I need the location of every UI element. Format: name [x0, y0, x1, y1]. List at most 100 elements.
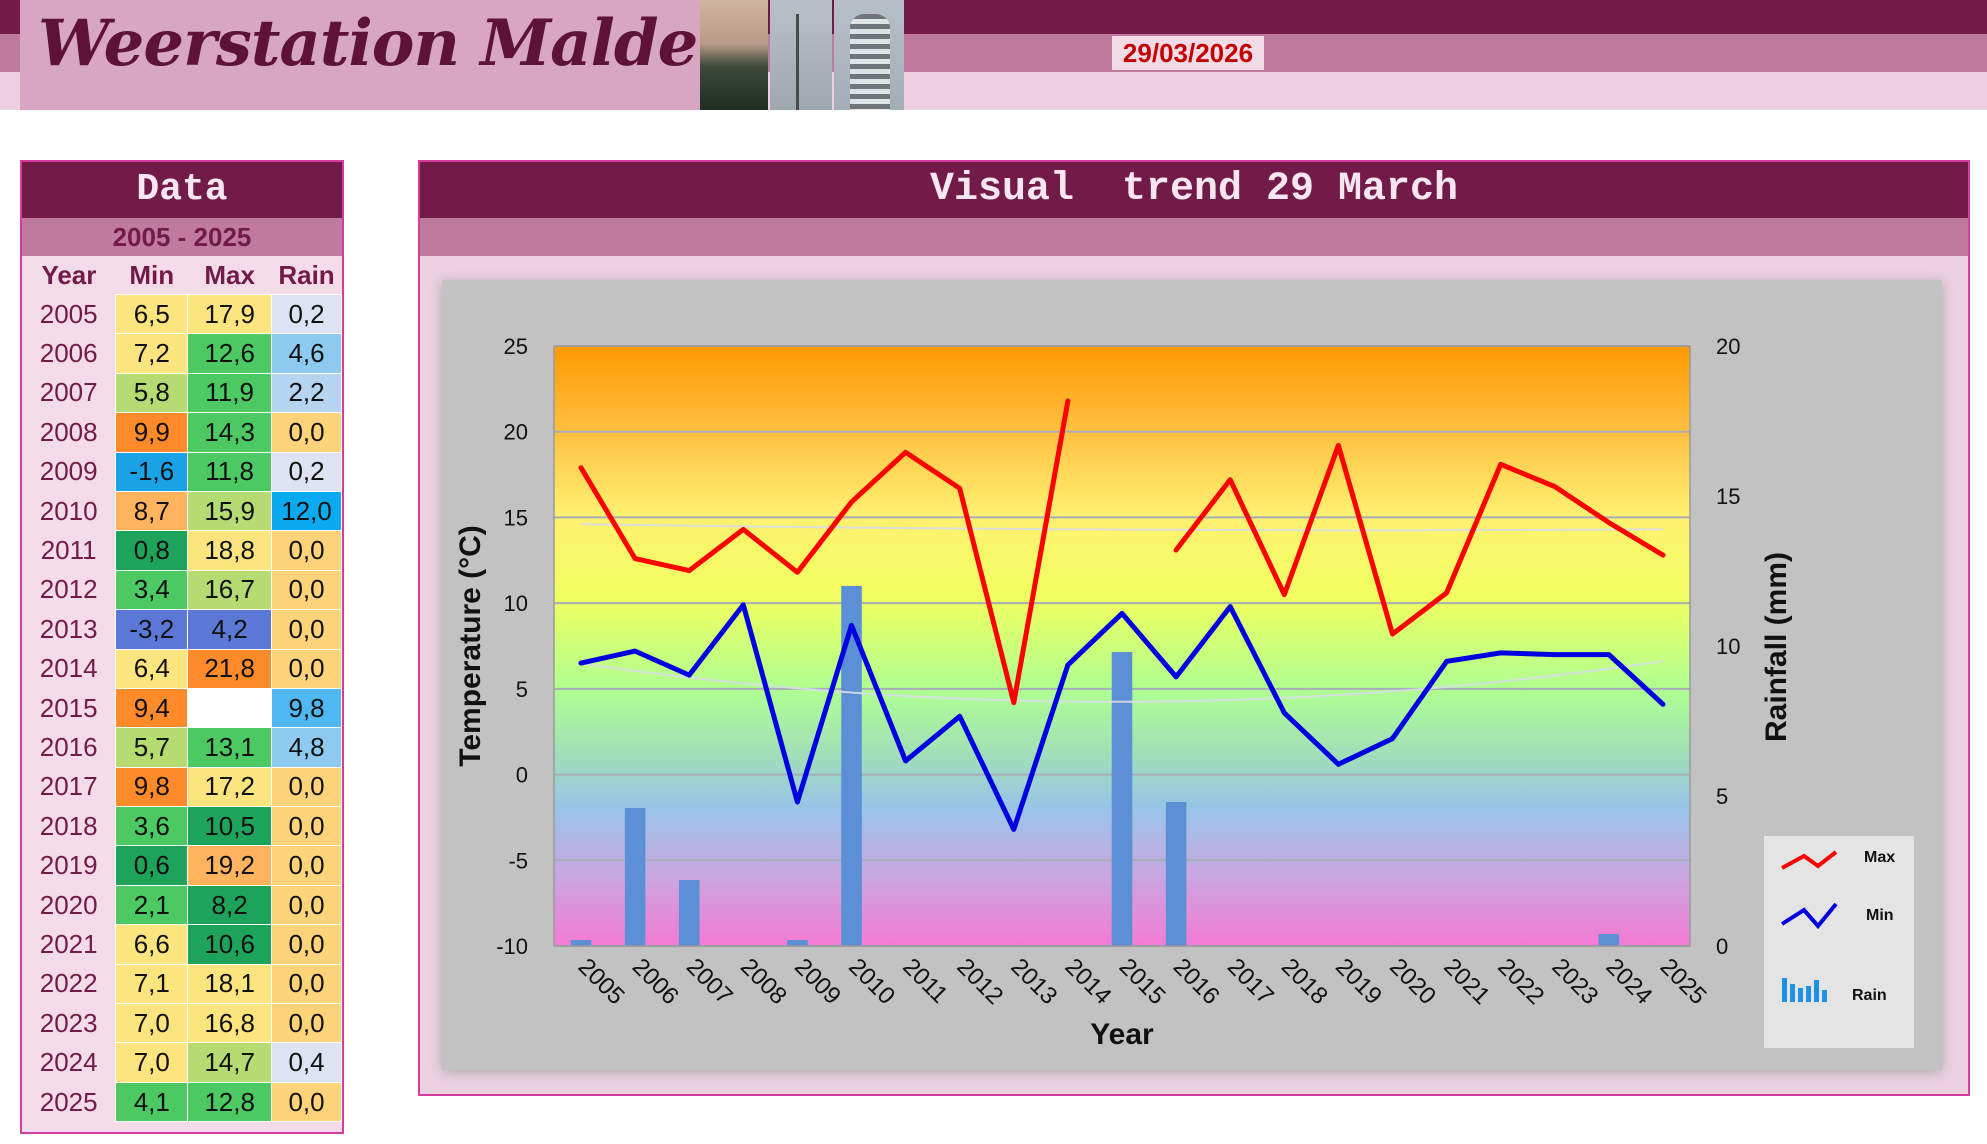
column-header-rain: Rain: [271, 256, 342, 295]
site-title: Weerstation Malderen: [38, 6, 816, 81]
cell-max: 18,1: [187, 963, 273, 1005]
legend-min-icon: [1780, 902, 1838, 930]
cell-min: 0,8: [115, 530, 189, 571]
table-row: 2020 2,1 8,2 0,0: [22, 884, 342, 926]
cell-rain: 0,0: [271, 963, 342, 1005]
y-tick-label: 25: [504, 334, 528, 359]
cell-rain: 0,2: [271, 293, 342, 335]
series-line-max: [578, 398, 1666, 706]
table-row: 2025 4,1 12,8 0,0: [22, 1081, 342, 1123]
cell-year: 2013: [22, 609, 116, 650]
cell-max: 17,9: [187, 293, 273, 335]
cell-year: 2005: [22, 294, 116, 334]
cell-min: 7,1: [115, 963, 189, 1005]
legend-label-rain: Rain: [1852, 987, 1887, 1004]
cell-rain: 0,0: [271, 884, 342, 926]
cell-min: 6,4: [115, 648, 189, 689]
legend-rain-icon: [1782, 978, 1787, 1002]
cell-rain: 0,2: [271, 451, 342, 492]
rain-bar: [1598, 934, 1620, 946]
rain-bar: [678, 880, 700, 946]
table-row: 2024 7,0 14,7 0,4: [22, 1042, 342, 1083]
cell-max: 11,8: [187, 451, 273, 492]
legend-rain-icon: [1798, 988, 1803, 1002]
cell-rain: 0,0: [271, 1081, 342, 1123]
table-row: 2007 5,8 11,9 2,2: [22, 372, 342, 414]
table-row: 2023 7,0 16,8 0,0: [22, 1003, 342, 1044]
cell-year: 2018: [22, 806, 116, 846]
table-row: 2022 7,1 18,1 0,0: [22, 963, 342, 1005]
cell-max: 10,5: [187, 806, 273, 847]
cell-min: 7,0: [115, 1042, 189, 1083]
cell-year: 2014: [22, 649, 116, 689]
cell-max: 12,6: [187, 333, 273, 374]
cell-year: 2011: [22, 530, 116, 571]
legend-rain-icon: [1814, 980, 1819, 1002]
trendline-min: [580, 660, 1664, 703]
cell-max: [187, 687, 273, 729]
table-row: 2019 0,6 19,2 0,0: [22, 845, 342, 886]
cell-year: 2017: [22, 767, 116, 807]
legend-rain-icon: [1790, 984, 1795, 1002]
cell-rain: 2,2: [271, 372, 342, 414]
table-row: 2008 9,9 14,3 0,0: [22, 412, 342, 453]
cell-min: 7,0: [115, 1003, 189, 1044]
data-panel-range: 2005 - 2025: [22, 218, 342, 256]
cell-year: 2025: [22, 1082, 116, 1122]
y2-tick-label: 15: [1716, 484, 1740, 509]
chart-panel-title: Visual trend 29 March: [420, 162, 1968, 218]
y2-tick-label: 5: [1716, 784, 1728, 809]
data-panel: Data 2005 - 2025 Year Min Max Rain 2005 6…: [20, 160, 344, 1134]
trendline-max: [580, 523, 1663, 532]
cell-max: 11,9: [187, 372, 273, 414]
table-row: 2016 5,7 13,1 4,8: [22, 727, 342, 768]
x-axis-title: Year: [1090, 1018, 1154, 1051]
cell-rain: 0,0: [271, 1003, 342, 1044]
column-header-min: Min: [115, 256, 188, 295]
y-tick-label: 0: [516, 763, 528, 788]
y-tick-label: 20: [504, 420, 528, 445]
cell-year: 2008: [22, 412, 116, 453]
y-tick-label: 15: [504, 505, 528, 530]
rain-bar: [1111, 652, 1133, 946]
tower-icon: [850, 14, 890, 110]
table-header-row: Year Min Max Rain: [22, 256, 342, 295]
cell-rain: 4,6: [271, 333, 342, 374]
rain-bar: [570, 940, 592, 946]
legend-box: [1764, 836, 1914, 1048]
cell-year: 2024: [22, 1042, 116, 1083]
cell-year: 2019: [22, 845, 116, 886]
cell-year: 2012: [22, 570, 116, 610]
y-tick-label: -10: [496, 934, 528, 959]
cell-year: 2010: [22, 491, 116, 531]
chart-panel: Visual trend 29 March -10-: [418, 160, 1970, 1096]
cell-rain: 12,0: [271, 490, 342, 532]
table-row: 2012 3,4 16,7 0,0: [22, 569, 342, 611]
cell-max: 8,2: [187, 884, 273, 926]
cell-max: 17,2: [187, 766, 273, 808]
cell-year: 2006: [22, 333, 116, 374]
y-tick-label: 5: [516, 677, 528, 702]
y-tick-label: 10: [504, 591, 528, 616]
cell-max: 16,8: [187, 1003, 273, 1044]
y2-tick-label: 20: [1716, 334, 1740, 359]
cell-year: 2016: [22, 727, 116, 768]
cell-min: 9,4: [115, 687, 189, 729]
y-tick-label: -5: [508, 848, 528, 873]
table-row: 2005 6,5 17,9 0,2: [22, 293, 342, 335]
y2-axis-title: Rainfall (mm): [1760, 552, 1793, 742]
cell-min: 2,1: [115, 884, 189, 926]
cell-rain: 4,8: [271, 727, 342, 768]
cell-year: 2009: [22, 452, 116, 492]
legend-label-min: Min: [1866, 907, 1894, 924]
cell-rain: 9,8: [271, 687, 342, 729]
cell-year: 2020: [22, 885, 116, 925]
legend-rain-icon: [1822, 990, 1827, 1002]
cell-min: 6,5: [115, 293, 189, 335]
cell-year: 2007: [22, 373, 116, 413]
cell-max: 16,7: [187, 569, 273, 611]
rain-bar: [1165, 802, 1187, 946]
rain-bar: [624, 808, 646, 946]
cell-min: 3,4: [115, 569, 189, 611]
cell-year: 2021: [22, 924, 116, 965]
